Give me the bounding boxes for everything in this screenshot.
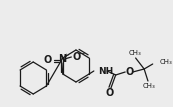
Text: CH₃: CH₃: [128, 50, 141, 56]
Text: CH₃: CH₃: [143, 83, 155, 89]
Text: NH: NH: [98, 66, 113, 76]
Text: −: −: [79, 50, 85, 59]
Text: O: O: [106, 88, 114, 98]
Text: N: N: [58, 54, 66, 64]
Text: O: O: [43, 55, 52, 65]
Text: +: +: [63, 53, 68, 57]
Text: CH₃: CH₃: [159, 59, 172, 65]
Text: O: O: [73, 52, 81, 62]
Text: O: O: [126, 67, 134, 77]
